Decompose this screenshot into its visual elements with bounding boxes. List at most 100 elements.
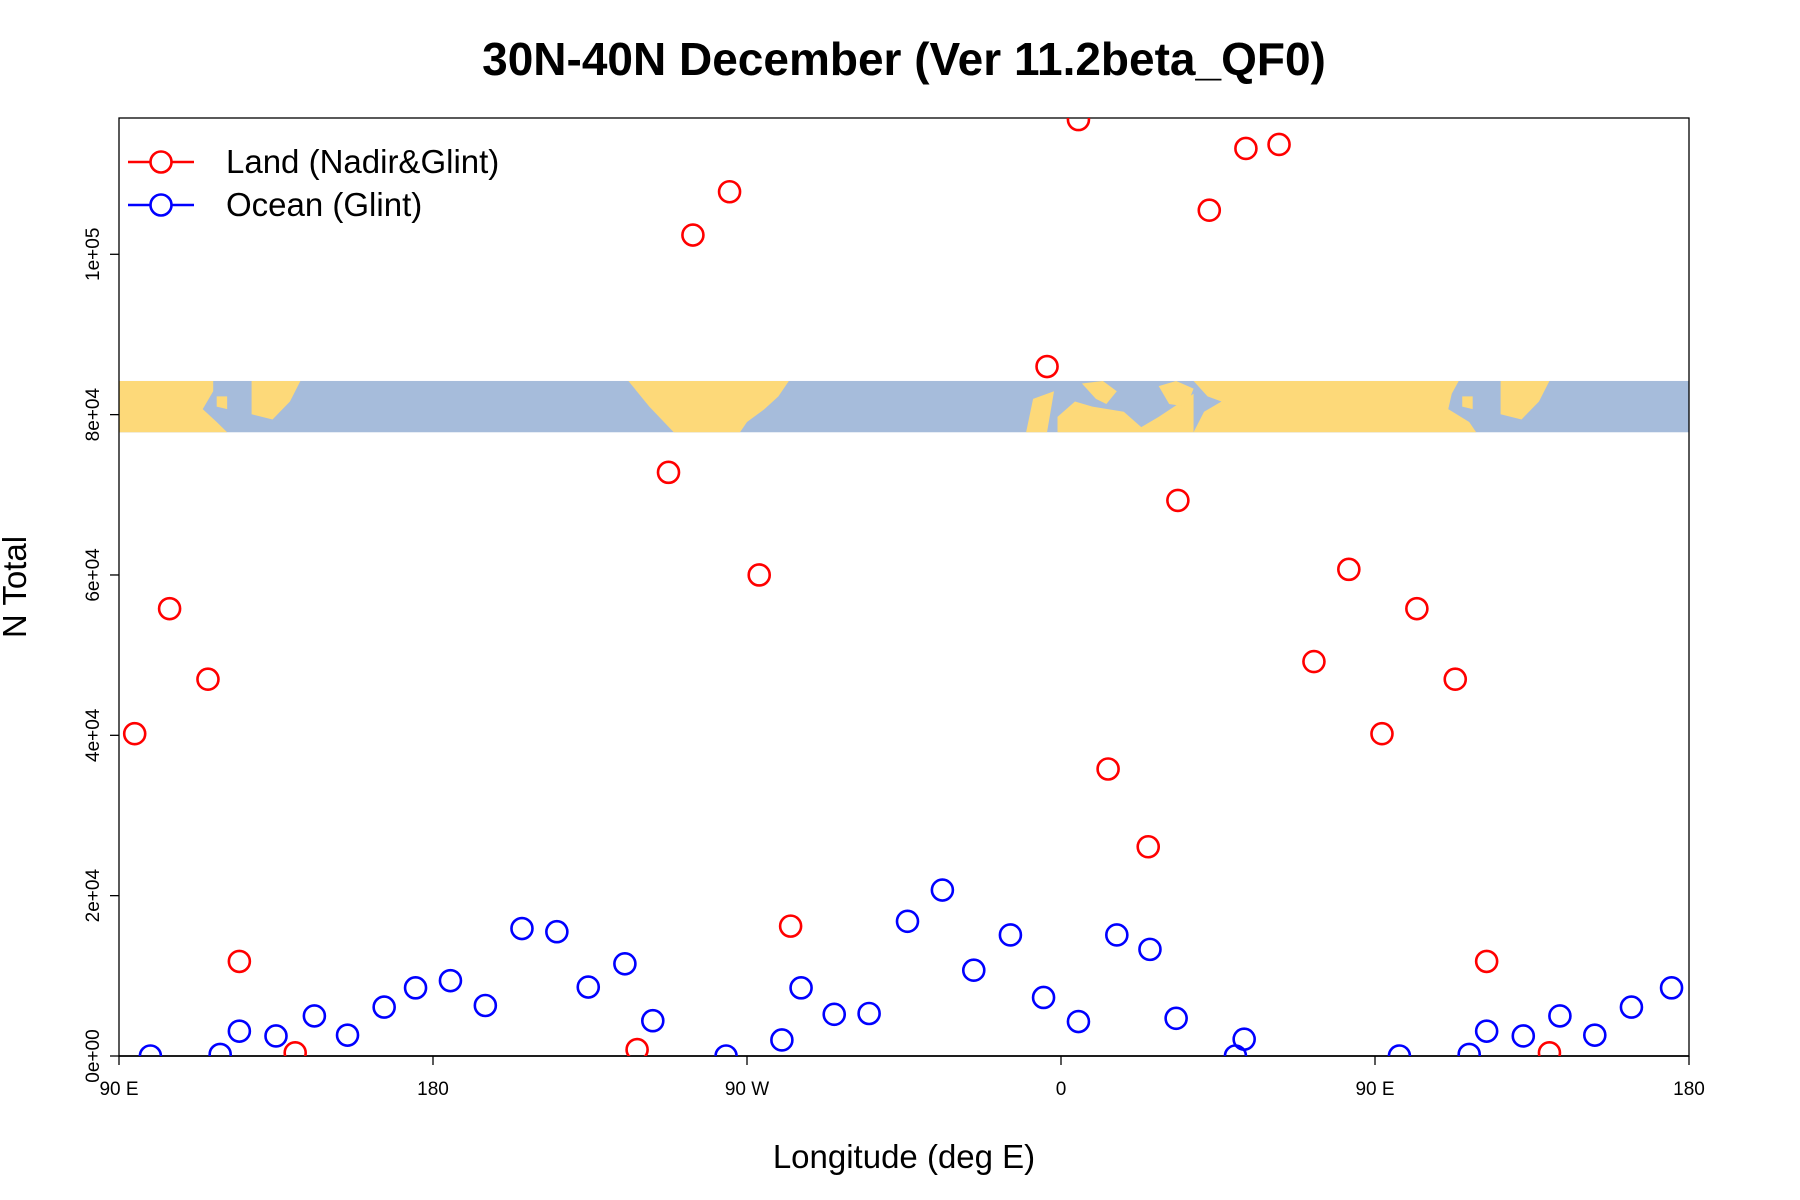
data-point [1234, 136, 1258, 161]
data-point [1548, 1004, 1572, 1028]
data-point [1370, 721, 1394, 746]
data-point [770, 1028, 794, 1052]
data-point [640, 1008, 665, 1033]
data-point [1035, 354, 1059, 379]
legend: Land (Nadir&Glint) Ocean (Glint) [128, 143, 499, 223]
data-point [717, 179, 742, 204]
data-point [372, 995, 396, 1019]
data-point [681, 223, 705, 247]
map-land-1 [216, 396, 228, 410]
data-point [930, 878, 955, 902]
x-tick-label: 0 [1056, 1079, 1067, 1100]
map-land-8 [1193, 380, 1477, 433]
data-point [576, 975, 601, 999]
legend-marker [149, 193, 173, 217]
data-point [857, 1001, 881, 1026]
data-point [227, 1019, 252, 1043]
data-point [157, 596, 182, 621]
data-point [1096, 757, 1120, 781]
map-land-9 [1462, 396, 1473, 410]
series-land [122, 118, 1562, 1056]
data-point [1166, 488, 1190, 513]
map-land-3 [628, 380, 789, 433]
y-tick-label: 8e+04 [83, 388, 104, 442]
x-tick-label: 90 E [99, 1079, 138, 1100]
map-land-4 [1026, 391, 1055, 433]
data-point [283, 1040, 307, 1056]
data-point [510, 916, 534, 941]
x-tick-label: 90 E [1355, 1079, 1394, 1100]
data-point [1457, 1042, 1481, 1056]
data-points [122, 118, 1684, 1056]
data-point [1136, 834, 1161, 859]
data-point [403, 976, 428, 1000]
data-point [473, 993, 498, 1018]
data-point [1197, 198, 1222, 222]
data-point [227, 949, 252, 974]
data-point [545, 919, 569, 944]
data-point [1267, 132, 1291, 157]
data-point [1511, 1024, 1536, 1048]
data-point [1537, 1040, 1562, 1056]
y-tick-label: 1e+05 [83, 228, 104, 281]
data-point [1474, 949, 1499, 974]
y-axis: 0e+00 2e+04 4e+04 6e+04 8e+04 1e+05 [83, 228, 119, 1083]
legend-item: Ocean (Glint) [128, 186, 422, 223]
data-point [1405, 596, 1429, 621]
data-point [822, 1002, 847, 1027]
data-point [1583, 1023, 1607, 1047]
data-point [1659, 976, 1684, 1000]
data-point [1164, 1006, 1188, 1031]
data-point [302, 1004, 327, 1028]
data-point [998, 923, 1023, 947]
y-tick-label: 4e+04 [83, 708, 104, 762]
plot-frame [118, 117, 1690, 1057]
data-point [656, 460, 681, 485]
data-point [1232, 1027, 1256, 1051]
data-point [613, 952, 637, 976]
x-axis-title: Longitude (deg E) [773, 1138, 1035, 1175]
legend-label: Ocean (Glint) [226, 186, 422, 223]
data-point [1443, 667, 1468, 691]
data-point [1302, 649, 1326, 674]
data-point [1387, 1044, 1412, 1056]
y-tick-label: 0e+00 [83, 1029, 104, 1082]
x-axis: 90 E 180 90 W 0 90 E 180 [99, 1056, 1705, 1100]
data-point [438, 968, 463, 993]
data-point [1337, 557, 1361, 582]
data-point [778, 914, 803, 938]
data-point [1619, 995, 1644, 1019]
data-point [264, 1024, 288, 1048]
x-tick-label: 90 W [725, 1079, 769, 1100]
map-land-10 [1500, 380, 1550, 420]
series-ocean [138, 878, 1684, 1056]
data-point [895, 909, 920, 934]
data-point [1031, 985, 1056, 1010]
map-land-6 [1081, 380, 1117, 405]
data-point [747, 563, 772, 587]
world-map-strip [119, 380, 1689, 1057]
data-point [1138, 937, 1162, 962]
y-tick-label: 6e+04 [83, 548, 104, 602]
legend-item: Land (Nadir&Glint) [128, 143, 499, 180]
data-point [335, 1023, 360, 1047]
map-land-5 [1057, 393, 1194, 433]
data-point [625, 1037, 649, 1056]
data-point [1066, 118, 1091, 132]
legend-label: Land (Nadir&Glint) [226, 143, 499, 180]
data-point [789, 976, 813, 1000]
legend-marker [149, 150, 173, 174]
data-point [714, 1044, 738, 1056]
x-tick-label: 180 [417, 1079, 449, 1100]
chart-title: 30N-40N December (Ver 11.2beta_QF0) [482, 33, 1326, 85]
y-axis-title: N Total [0, 536, 33, 638]
y-tick-label: 2e+04 [83, 869, 104, 923]
data-point [138, 1044, 163, 1056]
map-land-7 [1158, 380, 1194, 407]
data-point [1066, 1009, 1091, 1034]
data-point [196, 667, 220, 691]
data-point [122, 721, 147, 746]
data-point [961, 958, 986, 983]
data-point [1105, 923, 1129, 947]
